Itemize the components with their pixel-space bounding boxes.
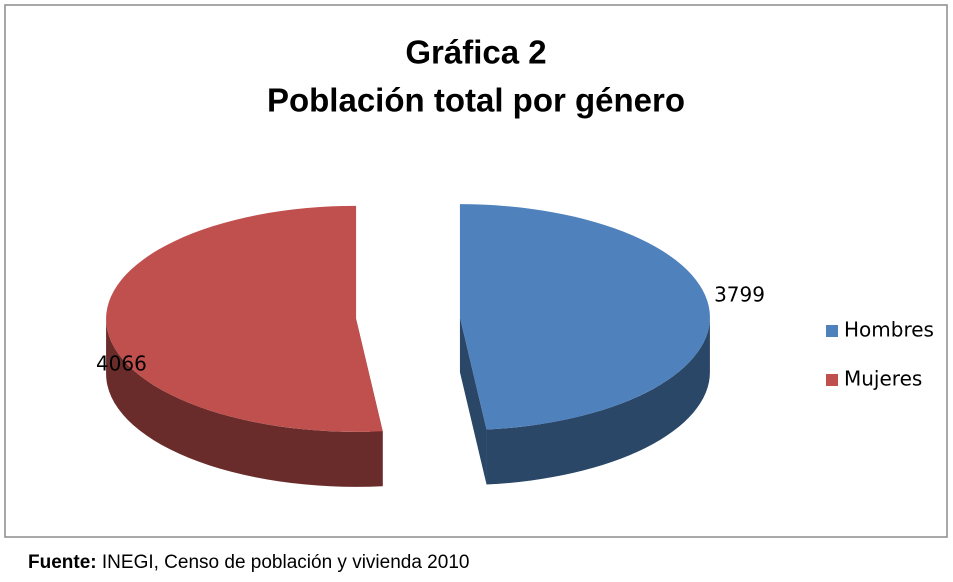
source-label: Fuente:	[28, 552, 97, 573]
legend-swatch	[826, 325, 838, 337]
slice-cut-face	[459, 317, 487, 485]
pie-slice	[106, 205, 383, 487]
slice	[459, 204, 710, 430]
chart-title: Población total por género	[267, 82, 685, 119]
source-text: INEGI, Censo de población y vivienda 201…	[102, 552, 470, 573]
legend-label: Mujeres	[844, 367, 922, 391]
data-label: 4066	[96, 351, 147, 375]
pie-slice	[459, 204, 710, 485]
legend-swatch	[826, 374, 838, 386]
legend-label: Hombres	[844, 318, 934, 342]
data-label: 3799	[714, 283, 765, 307]
slice	[106, 205, 383, 432]
slice-side	[106, 318, 383, 487]
chart-title: Gráfica 2	[405, 34, 546, 71]
slice-side	[486, 317, 710, 485]
source-note: Fuente: INEGI, Censo de población y vivi…	[28, 552, 469, 573]
